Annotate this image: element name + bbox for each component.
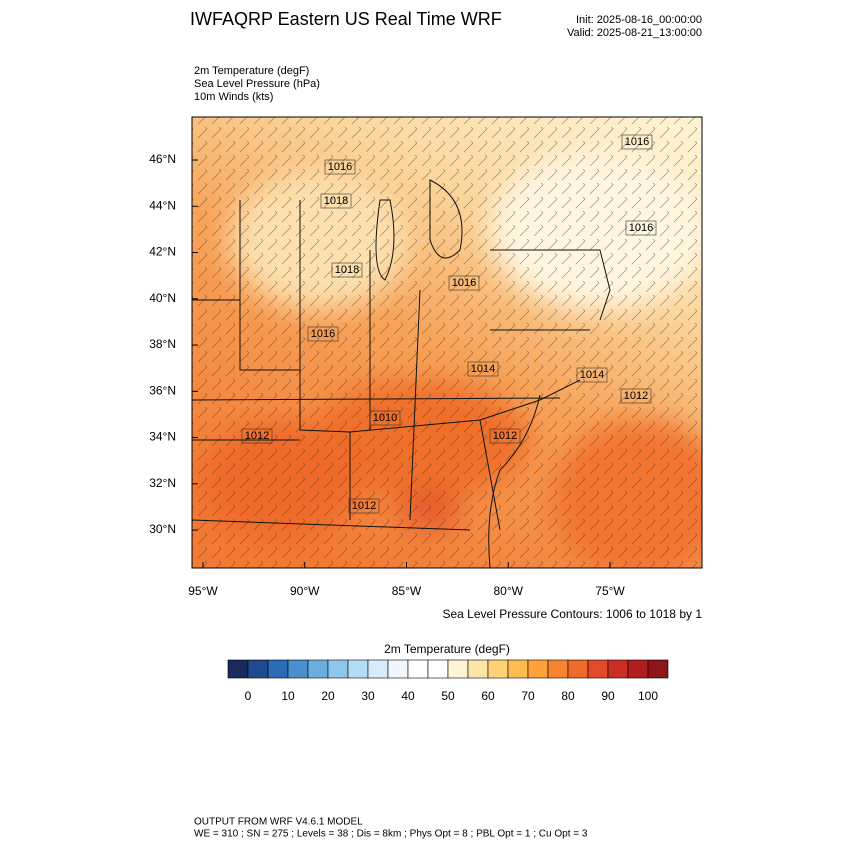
colorbar-box [247, 659, 269, 679]
colorbar-box [367, 659, 389, 679]
colorbar-box [347, 659, 369, 679]
colorbar-tick-label: 80 [561, 689, 575, 703]
contour-label-box [467, 361, 499, 377]
contour-label-box [625, 220, 657, 236]
lat-tick-label: 36°N [149, 383, 176, 397]
colorbar-box [427, 659, 449, 679]
colorbar-tick-label: 10 [281, 689, 295, 703]
colorbar-box [227, 659, 249, 679]
colorbar-box [267, 659, 289, 679]
field-label: Sea Level Pressure (hPa) [194, 78, 320, 90]
contour-label: 1012 [624, 390, 648, 402]
colorbar-title: 2m Temperature (degF) [384, 642, 510, 656]
contour-label-box [369, 410, 401, 426]
lon-tick-label: 95°W [188, 584, 218, 598]
contour-label: 1018 [335, 264, 359, 276]
colorbar-tick-label: 60 [481, 689, 495, 703]
map-frame [191, 116, 703, 569]
contour-label-box [241, 428, 273, 444]
colorbar-box [587, 659, 609, 679]
contour-label-box [331, 262, 363, 278]
contour-label-box [348, 498, 380, 514]
map-field [192, 117, 702, 568]
colorbar-box [527, 659, 549, 679]
colorbar-box [307, 659, 329, 679]
colorbar-box [647, 659, 669, 679]
lon-tick-label: 80°W [494, 584, 524, 598]
lon-tick-label: 75°W [595, 584, 625, 598]
lat-tick-label: 32°N [149, 476, 176, 490]
colorbar-box [467, 659, 489, 679]
colorbar-box [327, 659, 349, 679]
contour-label: 1014 [580, 369, 604, 381]
contour-label: 1016 [625, 136, 649, 148]
contour-label-box [576, 367, 608, 383]
field-label: 10m Winds (kts) [194, 91, 273, 103]
contour-label-box [489, 428, 521, 444]
lat-tick-label: 34°N [149, 430, 176, 444]
valid-time: Valid: 2025-08-21_13:00:00 [567, 27, 702, 39]
colorbar-box [607, 659, 629, 679]
colorbar-box [407, 659, 429, 679]
contour-label-box [620, 388, 652, 404]
contour-label-box [307, 326, 339, 342]
colorbar-box [507, 659, 529, 679]
colorbar-box [387, 659, 409, 679]
colorbar-box [627, 659, 649, 679]
lat-tick-label: 30°N [149, 522, 176, 536]
contour-label-box [320, 193, 352, 209]
title: IWFAQRP Eastern US Real Time WRF [190, 9, 502, 29]
lat-tick-label: 38°N [149, 337, 176, 351]
lat-tick-label: 46°N [149, 152, 176, 166]
contour-label: 1010 [373, 412, 397, 424]
contour-label: 1018 [324, 195, 348, 207]
contour-label-box [448, 275, 480, 291]
colorbar-tick-label: 20 [321, 689, 335, 703]
colorbar-box [547, 659, 569, 679]
contour-label: 1012 [352, 500, 376, 512]
contour-label: 1016 [629, 222, 653, 234]
colorbar-box [287, 659, 309, 679]
contour-label: 1012 [245, 430, 269, 442]
lon-tick-label: 90°W [290, 584, 320, 598]
field-label: 2m Temperature (degF) [194, 65, 309, 77]
contour-label-box [621, 134, 653, 150]
footer-line: OUTPUT FROM WRF V4.6.1 MODEL [194, 817, 363, 828]
colorbar-tick-label: 0 [245, 689, 252, 703]
contour-labels: 1016 1016 1018 1018 1016 1016 1016 1014 1014 1012… [241, 134, 657, 514]
colorbar-tick-label: 30 [361, 689, 375, 703]
colorbar-box [567, 659, 589, 679]
colorbar-tick-label: 70 [521, 689, 535, 703]
lat-tick-label: 42°N [149, 245, 176, 259]
colorbar-tick-label: 90 [601, 689, 615, 703]
colorbar-box [487, 659, 509, 679]
contour-note: Sea Level Pressure Contours: 1006 to 101… [443, 607, 703, 621]
colorbar-tick-label: 100 [638, 689, 658, 703]
lon-tick-label: 85°W [392, 584, 422, 598]
colorbar-box [447, 659, 469, 679]
contour-label: 1016 [452, 277, 476, 289]
lat-tick-label: 44°N [149, 198, 176, 212]
lat-tick-label: 40°N [149, 291, 176, 305]
colorbar-tick-label: 40 [401, 689, 415, 703]
contour-label: 1016 [311, 328, 335, 340]
contour-label: 1016 [328, 161, 352, 173]
contour-label: 1012 [493, 430, 517, 442]
init-time: Init: 2025-08-16_00:00:00 [576, 14, 702, 26]
colorbar-tick-label: 50 [441, 689, 455, 703]
contour-label-box [324, 159, 356, 175]
footer-line: WE = 310 ; SN = 275 ; Levels = 38 ; Dis … [194, 829, 588, 840]
contour-label: 1014 [471, 363, 495, 375]
